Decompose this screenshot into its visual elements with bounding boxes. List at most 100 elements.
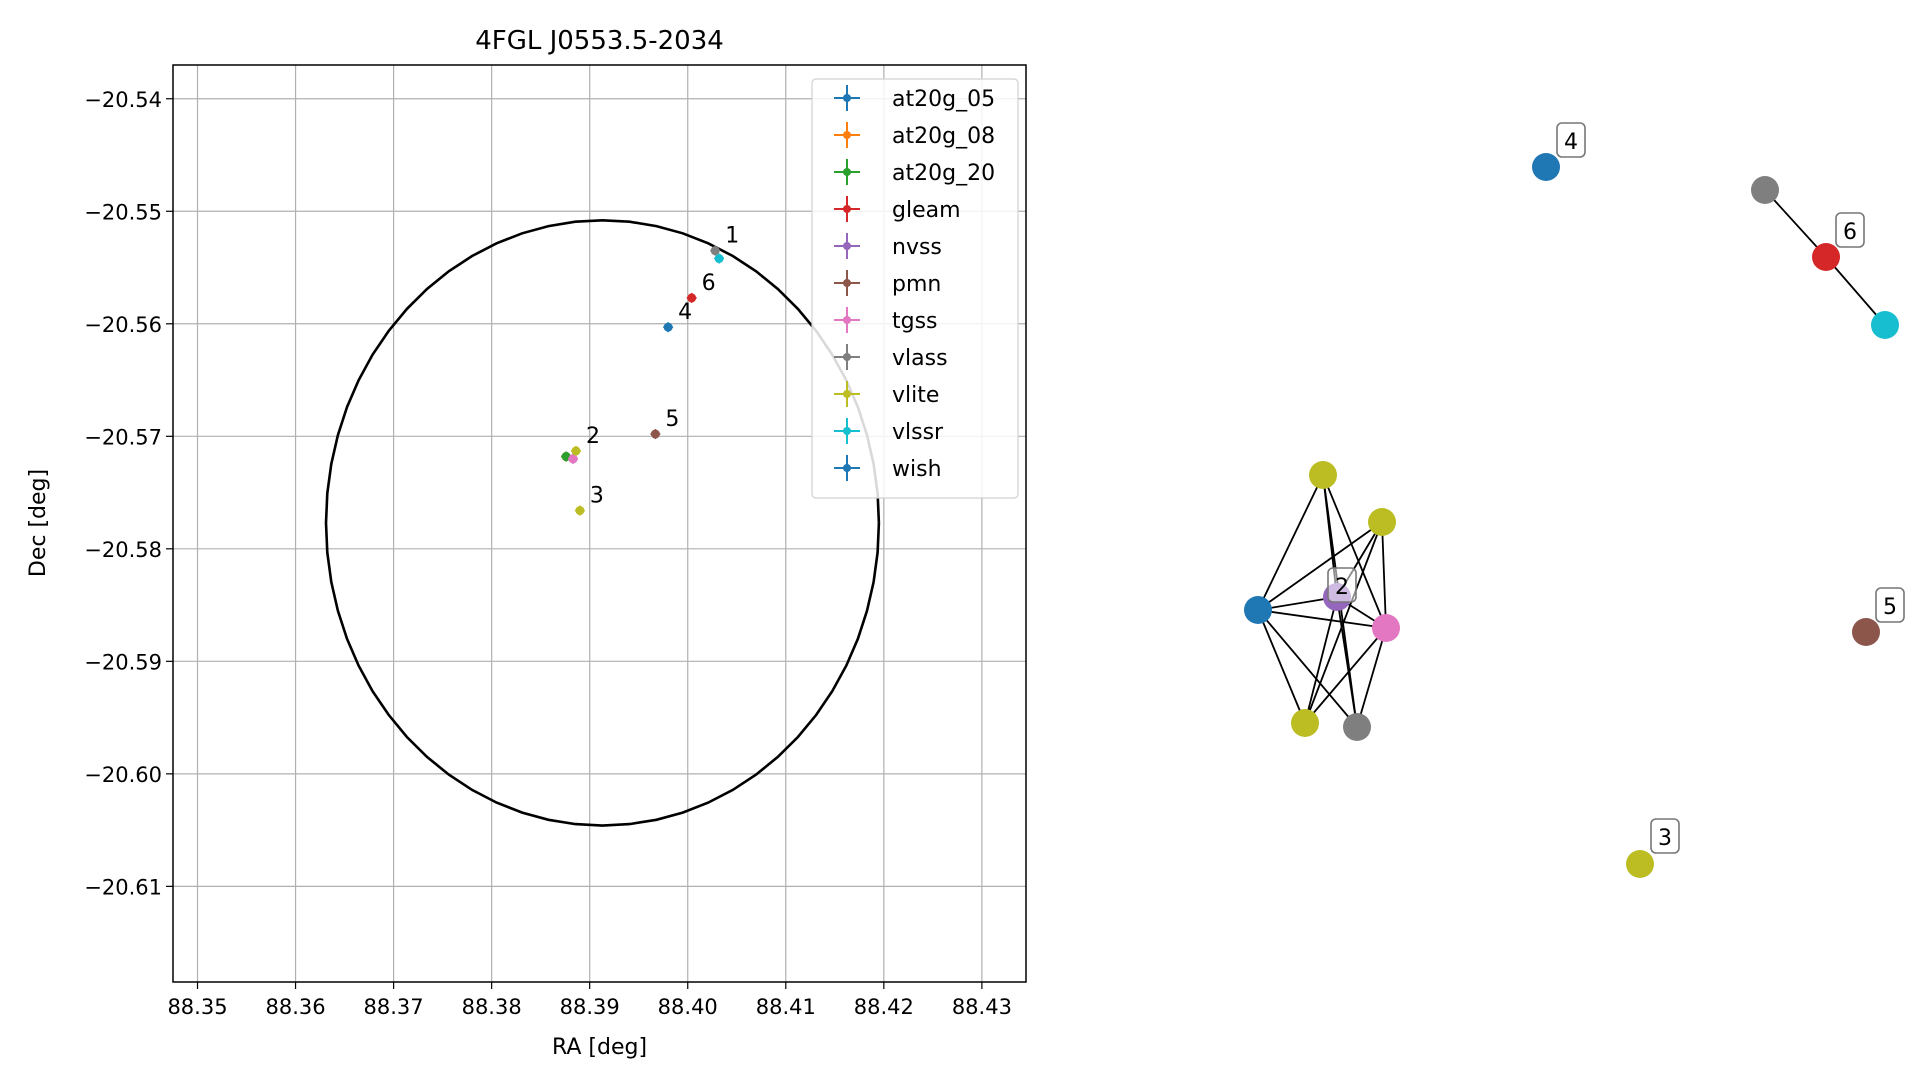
x-tick-label: 88.35	[167, 995, 227, 1019]
association-circle	[324, 218, 881, 827]
source-label: 3	[590, 484, 604, 509]
y-axis-title: Dec [deg]	[26, 469, 51, 577]
association-circle-layer	[324, 218, 881, 827]
network-node	[1244, 596, 1272, 624]
y-tick-label: −20.56	[84, 313, 162, 337]
x-tick-label: 88.37	[364, 995, 424, 1019]
y-tick-label: −20.61	[84, 875, 162, 899]
y-tick-label: −20.59	[84, 650, 162, 674]
y-tick-label: −20.60	[84, 763, 162, 787]
x-tick-label: 88.43	[952, 995, 1012, 1019]
legend-marker-dot	[843, 390, 851, 398]
source-label: 6	[702, 271, 716, 296]
x-tick-label: 88.41	[756, 995, 816, 1019]
y-tick-label: −20.58	[84, 538, 162, 562]
association-network: 4 6 2 5 3	[1244, 122, 1905, 878]
network-labels: 4 6 2 5 3	[1327, 122, 1905, 854]
network-edge	[1322, 474, 1387, 629]
network-label: 5	[1883, 595, 1897, 620]
source-annotations: 1 2 3 4 5 6	[586, 224, 739, 509]
legend-marker-dot	[843, 131, 851, 139]
x-tick-label: 88.42	[854, 995, 914, 1019]
legend-marker-dot	[843, 353, 851, 361]
legend-marker-dot	[843, 427, 851, 435]
legend-marker-dot	[843, 316, 851, 324]
legend-marker-dot	[843, 279, 851, 287]
network-node	[1368, 508, 1396, 536]
network-node	[1372, 614, 1400, 642]
network-label: 4	[1564, 130, 1578, 155]
x-tick-label: 88.38	[462, 995, 522, 1019]
legend-marker-dot	[843, 464, 851, 472]
network-node	[1343, 713, 1371, 741]
plot-frame	[172, 64, 1027, 983]
network-label-box	[1650, 818, 1680, 854]
network-label: 6	[1843, 220, 1857, 245]
network-edges	[1257, 189, 1886, 728]
source-label: 5	[665, 407, 679, 432]
x-axis-title: RA [deg]	[552, 1035, 647, 1060]
legend-label: vlssr	[892, 420, 944, 445]
network-label-box	[1835, 212, 1865, 248]
network-node	[1291, 709, 1319, 737]
data-point-vlite	[575, 506, 585, 516]
axis-ticks: 88.35 88.36 88.37 88.38 88.39 88.40 88.41 88.42…	[84, 88, 1012, 1019]
y-tick-label: −20.57	[84, 425, 162, 449]
legend-marker-dot	[843, 242, 851, 250]
legend-label: vlite	[892, 383, 939, 408]
network-label-box	[1327, 567, 1357, 603]
network-edge	[1356, 627, 1387, 728]
network-node	[1309, 461, 1337, 489]
data-point-vlass	[710, 246, 720, 256]
network-edge	[1257, 474, 1324, 611]
legend-label: tgss	[892, 309, 938, 334]
network-edge	[1764, 189, 1827, 258]
network-node	[1812, 243, 1840, 271]
x-tick-label: 88.39	[560, 995, 620, 1019]
source-label: 2	[586, 424, 600, 449]
network-edge	[1257, 609, 1358, 728]
legend-label: pmn	[892, 272, 941, 297]
network-edge	[1257, 609, 1387, 629]
network-edge	[1381, 521, 1387, 629]
x-tick-label: 88.40	[658, 995, 718, 1019]
legend-label: gleam	[892, 198, 961, 223]
data-point-pmn	[650, 429, 660, 439]
legend-label: at20g_08	[892, 124, 995, 149]
source-points	[561, 245, 725, 516]
network-node	[1871, 311, 1899, 339]
y-tick-label: −20.55	[84, 200, 162, 224]
network-node	[1751, 176, 1779, 204]
network-edge	[1304, 627, 1387, 724]
x-tick-label: 88.36	[265, 995, 325, 1019]
network-edge	[1257, 521, 1383, 611]
data-point-tgss	[568, 454, 578, 464]
network-label-box	[1875, 587, 1905, 623]
network-edge	[1304, 596, 1338, 724]
network-edge	[1336, 596, 1358, 728]
network-edge	[1304, 521, 1383, 724]
network-edge	[1257, 609, 1306, 724]
legend-label: wish	[892, 457, 942, 482]
legend-label: nvss	[892, 235, 942, 260]
source-label: 1	[725, 224, 739, 249]
legend-frame	[811, 78, 1019, 499]
plot-title: 4FGL J0553.5-2034	[475, 26, 724, 56]
legend-label: at20g_05	[892, 87, 995, 112]
network-node	[1852, 618, 1880, 646]
network-label-box	[1556, 122, 1586, 158]
legend-label: vlass	[892, 346, 948, 371]
network-nodes	[1244, 153, 1899, 878]
network-node	[1532, 153, 1560, 181]
source-label: 4	[678, 300, 692, 325]
y-tick-label: −20.54	[84, 88, 162, 112]
data-point-gleam	[687, 293, 697, 303]
legend-marker-dot	[843, 168, 851, 176]
network-label: 3	[1658, 826, 1672, 851]
legend-marker-dot	[843, 94, 851, 102]
data-point-wish	[663, 322, 673, 332]
data-point-vlssr	[714, 254, 724, 264]
